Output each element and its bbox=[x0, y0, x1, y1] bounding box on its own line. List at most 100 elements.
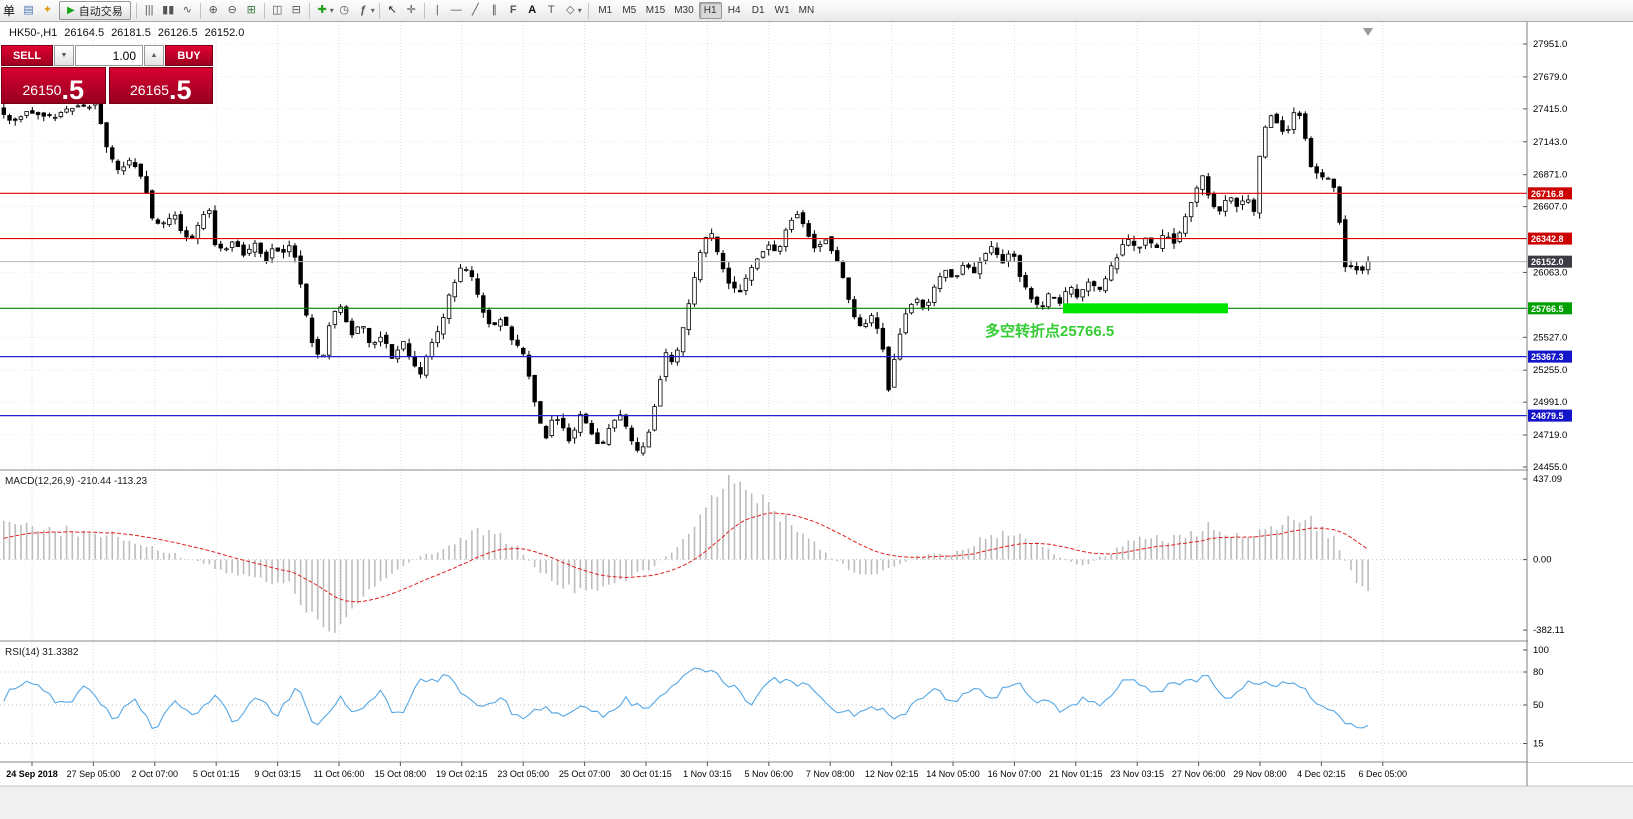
toolbar-separator bbox=[378, 2, 380, 19]
app-icon[interactable]: ✦ bbox=[42, 4, 53, 16]
bottom-strip bbox=[0, 786, 1633, 819]
close-value: 26152.0 bbox=[204, 27, 245, 39]
trendline-icon[interactable]: ╱ bbox=[471, 4, 479, 16]
toolbar: 单 ▤ ✦ ▶ 自动交易 ||| ▮▮ ∿ ⊕ ⊖ ⊞ ◫ ⊟ ✚ ▾ ◷ ƒ ▾ ↖ ✛ | — ╱ ∥ F A T ◇ ▾ … bbox=[0, 0, 1633, 22]
price-badge bbox=[1528, 232, 1572, 245]
label-icon[interactable]: T bbox=[547, 4, 555, 16]
rsi-line bbox=[3, 667, 1369, 730]
one-click-trading-panel: SELL ▼ ▲ BUY 26150.5 26165.5 bbox=[1, 45, 213, 104]
price-axis-label: 27415.0 bbox=[1533, 104, 1567, 115]
toolbar-tool-groups: ||| ▮▮ ∿ ⊕ ⊖ ⊞ ◫ ⊟ ✚ ▾ ◷ ƒ ▾ ↖ ✛ | — ╱ ∥ F A T ◇ ▾ bbox=[133, 2, 583, 20]
timeframe-m15-button[interactable]: M15 bbox=[642, 2, 669, 19]
pivot-highlight-bar bbox=[1063, 303, 1228, 314]
time-axis-label: 30 Oct 01:15 bbox=[620, 769, 672, 779]
svg-text:25766.5: 25766.5 bbox=[1531, 304, 1564, 314]
timeframe-w1-button[interactable]: W1 bbox=[771, 2, 794, 19]
fibonacci-icon[interactable]: F bbox=[509, 4, 517, 16]
volume-input[interactable] bbox=[75, 45, 143, 66]
time-axis-label: 16 Nov 07:00 bbox=[988, 769, 1042, 779]
buy-price-fraction: .5 bbox=[168, 74, 192, 105]
grid-icon[interactable]: ⊞ bbox=[246, 4, 256, 16]
cascade-windows-icon[interactable]: ⊟ bbox=[291, 4, 301, 16]
toolbar-separator bbox=[423, 2, 425, 19]
level-lines[interactable] bbox=[0, 192, 1527, 417]
zoom-in-icon[interactable]: ⊕ bbox=[208, 4, 218, 16]
sell-price-display[interactable]: 26150.5 bbox=[1, 67, 106, 104]
svg-text:26342.8: 26342.8 bbox=[1531, 234, 1564, 244]
toolbar-separator bbox=[587, 2, 589, 19]
tile-windows-icon[interactable]: ◫ bbox=[272, 4, 283, 16]
time-axis-label: 19 Oct 02:15 bbox=[436, 769, 488, 779]
buy-button[interactable]: BUY bbox=[165, 45, 213, 66]
timeframe-m1-button[interactable]: M1 bbox=[594, 2, 617, 19]
price-axis-label: 27679.0 bbox=[1533, 72, 1567, 83]
price-axis-label: 24719.0 bbox=[1533, 430, 1567, 441]
pivot-annotation-text: 多空转折点25766.5 bbox=[985, 323, 1115, 340]
new-chart-icon[interactable]: ✚ bbox=[317, 4, 327, 16]
vertical-line-icon[interactable]: | bbox=[435, 4, 439, 16]
buy-price-main: 26165 bbox=[130, 82, 169, 98]
macd-signal-line bbox=[3, 512, 1369, 603]
price-badge bbox=[1528, 350, 1572, 363]
rsi-label: RSI(14) 31.3382 bbox=[5, 647, 79, 658]
zoom-out-icon[interactable]: ⊖ bbox=[227, 4, 237, 16]
svg-text:437.09: 437.09 bbox=[1533, 474, 1562, 485]
timeframe-m5-button[interactable]: M5 bbox=[618, 2, 641, 19]
time-axis-label: 11 Oct 06:00 bbox=[314, 769, 365, 779]
timeframe-m30-button[interactable]: M30 bbox=[670, 2, 697, 19]
shapes-icon[interactable]: ◇ bbox=[566, 4, 575, 16]
indicators-icon[interactable]: ƒ bbox=[360, 4, 367, 16]
auto-trading-button[interactable]: ▶ 自动交易 bbox=[59, 1, 131, 20]
price-axis[interactable]: 27951.0 27679.0 27415.0 27143.0 26871.0 26607… bbox=[1523, 22, 1633, 786]
svg-text:100: 100 bbox=[1533, 645, 1549, 656]
chart-shift-marker bbox=[1363, 28, 1373, 36]
sell-price-main: 26150 bbox=[22, 82, 62, 98]
time-axis-label: 23 Nov 03:15 bbox=[1110, 769, 1164, 779]
svg-text:80: 80 bbox=[1533, 667, 1544, 678]
svg-text:25367.3: 25367.3 bbox=[1531, 352, 1564, 362]
timeframe-h1-button[interactable]: H1 bbox=[698, 2, 722, 19]
time-axis-label: 27 Sep 05:00 bbox=[67, 769, 121, 779]
time-axis-label: 6 Dec 05:00 bbox=[1359, 769, 1408, 779]
volume-increase-button[interactable]: ▲ bbox=[144, 45, 164, 66]
cursor-icon[interactable]: ↖ bbox=[387, 4, 397, 16]
price-badge bbox=[1528, 255, 1572, 268]
play-icon: ▶ bbox=[67, 5, 75, 16]
volume-decrease-button[interactable]: ▼ bbox=[54, 45, 74, 66]
timeframe-mn-button[interactable]: MN bbox=[795, 2, 819, 19]
sell-button[interactable]: SELL bbox=[1, 45, 53, 66]
time-axis-label: 5 Oct 01:15 bbox=[193, 769, 240, 779]
candlestick-chart-icon[interactable]: ▮▮ bbox=[162, 4, 175, 16]
channel-icon[interactable]: ∥ bbox=[491, 4, 498, 16]
time-axis-label: 4 Dec 02:15 bbox=[1297, 769, 1346, 779]
line-chart-icon[interactable]: ∿ bbox=[182, 4, 192, 16]
crosshair-icon[interactable]: ✛ bbox=[406, 4, 416, 16]
gridlines bbox=[0, 22, 1527, 762]
time-axis-label: 12 Nov 02:15 bbox=[865, 769, 919, 779]
timeframe-d1-button[interactable]: D1 bbox=[747, 2, 770, 19]
shapes-icon-dropdown[interactable]: ▾ bbox=[577, 6, 582, 15]
toolbar-separator bbox=[199, 2, 201, 19]
time-axis-label: 23 Oct 05:00 bbox=[497, 769, 549, 779]
chart-bars-icon[interactable]: ||| bbox=[144, 4, 154, 16]
horizontal-line-icon[interactable]: — bbox=[450, 4, 462, 16]
price-axis-label: 24991.0 bbox=[1533, 397, 1567, 408]
clock-icon[interactable]: ◷ bbox=[339, 4, 350, 16]
price-badge bbox=[1528, 187, 1572, 200]
timeframe-h4-button[interactable]: H4 bbox=[723, 2, 746, 19]
price-axis-label: 25255.0 bbox=[1533, 365, 1567, 376]
symbol-title: HK50-,H1 bbox=[9, 27, 58, 39]
new-chart-icon-dropdown[interactable]: ▾ bbox=[329, 6, 334, 15]
new-order-icon[interactable]: ▤ bbox=[23, 4, 34, 16]
price-badge bbox=[1528, 409, 1572, 422]
auto-trading-label: 自动交易 bbox=[78, 5, 123, 18]
high-value: 26181.5 bbox=[111, 27, 151, 39]
buy-price-display[interactable]: 26165.5 bbox=[108, 67, 213, 105]
time-axis[interactable]: 24 Sep 2018 27 Sep 05:00 2 Oct 07:00 5 Oct … bbox=[6, 762, 1407, 779]
macd-label: MACD(12,26,9) -210.44 -113.23 bbox=[5, 476, 148, 487]
text-icon[interactable]: A bbox=[528, 4, 537, 16]
symbol-ohlc-info: HK50-,H1 26164.5 26181.5 26126.5 26152.0 bbox=[9, 27, 251, 39]
indicators-icon-dropdown[interactable]: ▾ bbox=[370, 6, 375, 15]
price-badge bbox=[1528, 302, 1572, 315]
